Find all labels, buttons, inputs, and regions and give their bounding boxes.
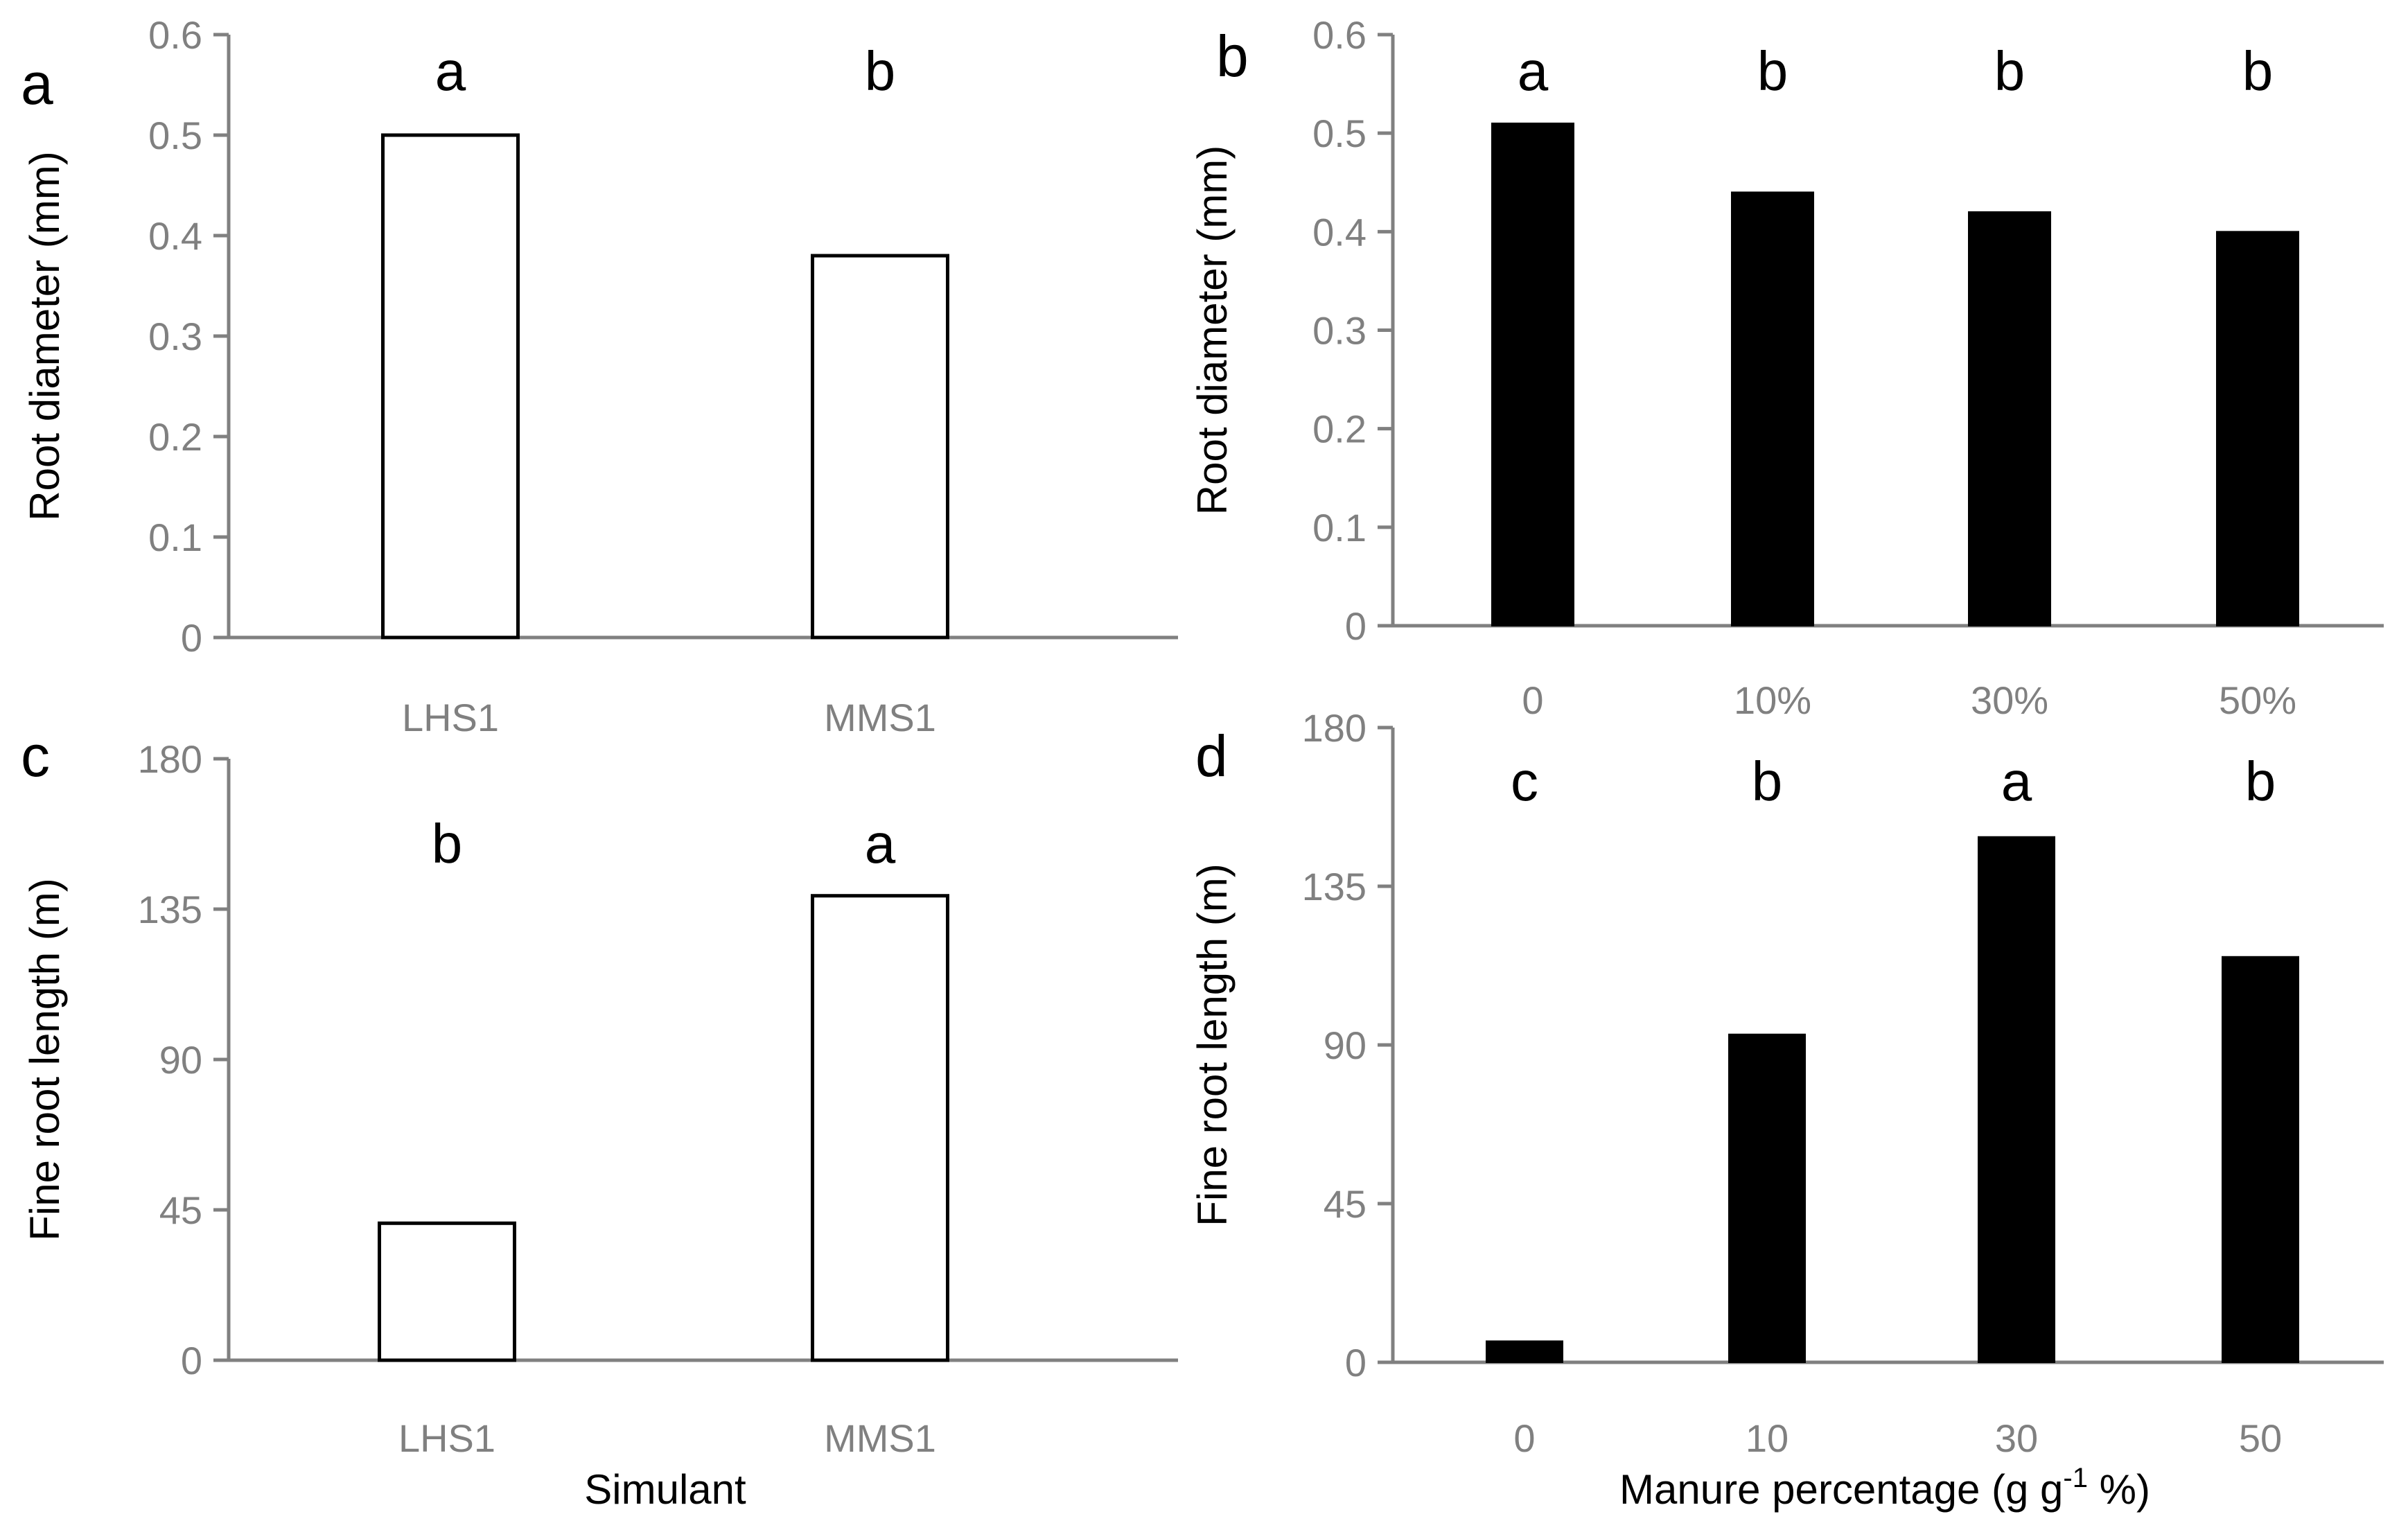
significance-letter: b xyxy=(1994,40,2025,102)
y-tick-label: 0 xyxy=(181,616,202,660)
y-axis-label: Fine root length (m) xyxy=(21,878,68,1241)
x-axis-label: Simulant xyxy=(584,1466,746,1513)
y-tick-label: 0.3 xyxy=(1312,309,1366,353)
significance-letter: b xyxy=(1752,750,1783,812)
y-tick-label: 0 xyxy=(1345,1341,1366,1384)
y-tick-label: 0.2 xyxy=(148,415,202,459)
y-tick-label: 180 xyxy=(138,737,202,781)
significance-letter: b xyxy=(432,813,463,874)
x-axis-label: Manure percentage (g g-1 %) xyxy=(1619,1463,2150,1513)
significance-letter: a xyxy=(1518,40,1549,102)
significance-letter: b xyxy=(2245,750,2276,812)
category-label: 0 xyxy=(1513,1416,1535,1460)
bar xyxy=(1728,1033,1806,1363)
significance-letter: b xyxy=(865,40,896,102)
bar xyxy=(2216,231,2299,627)
y-tick-label: 180 xyxy=(1302,706,1366,750)
y-axis-label: Fine root length (m) xyxy=(1189,863,1236,1226)
bar xyxy=(2222,956,2299,1364)
bar xyxy=(381,133,520,640)
category-label: MMS1 xyxy=(824,1416,936,1460)
panel-letter: a xyxy=(21,51,53,116)
y-tick-label: 0.3 xyxy=(148,315,202,358)
category-label: LHS1 xyxy=(398,1416,495,1460)
significance-letter: a xyxy=(435,40,466,102)
significance-letter: c xyxy=(1511,750,1538,812)
bar xyxy=(1731,191,1814,626)
category-label: MMS1 xyxy=(824,696,936,739)
significance-letter: a xyxy=(865,813,896,874)
y-tick-label: 0.5 xyxy=(148,114,202,157)
y-tick-label: 135 xyxy=(1302,865,1366,908)
panel-c: c 0 45 90 135 180 Fine root length (m) LHS1 b MMS… xyxy=(21,723,1178,1513)
y-tick-label: 0.6 xyxy=(1312,13,1366,57)
category-label: 30 xyxy=(1995,1416,2038,1460)
panel-letter: c xyxy=(21,723,50,789)
panel-b: b 0 0.1 0.2 0.3 0.4 0.5 0.6 Root diameter (mm) 0 a… xyxy=(1189,13,2384,722)
y-axis-label: Root diameter (mm) xyxy=(1189,146,1236,515)
bar xyxy=(1968,211,2051,626)
category-label: 50% xyxy=(2219,678,2296,722)
y-tick-label: 0.1 xyxy=(148,516,202,559)
category-label: 10 xyxy=(1746,1416,1789,1460)
bar xyxy=(378,1221,516,1362)
y-tick-label: 45 xyxy=(159,1188,202,1232)
significance-letter: b xyxy=(1757,40,1789,102)
category-label: 30% xyxy=(1971,678,2048,722)
y-tick-label: 0.6 xyxy=(148,13,202,57)
y-tick-label: 0.4 xyxy=(1312,210,1366,254)
y-tick-label: 0 xyxy=(181,1339,202,1382)
y-tick-label: 90 xyxy=(1324,1023,1366,1067)
bar xyxy=(811,894,949,1362)
significance-letter: b xyxy=(2242,40,2274,102)
category-label: 0 xyxy=(1522,678,1543,722)
y-tick-label: 90 xyxy=(159,1038,202,1082)
panel-letter: b xyxy=(1216,24,1249,89)
y-tick-label: 0 xyxy=(1345,604,1366,648)
panel-d: d 0 45 90 135 180 Fine root length (m) 0 c 10 b 30 a… xyxy=(1189,706,2384,1513)
y-tick-label: 0.2 xyxy=(1312,407,1366,451)
y-tick-label: 0.5 xyxy=(1312,112,1366,155)
y-tick-label: 0.1 xyxy=(1312,506,1366,549)
bar xyxy=(811,254,949,640)
panel-a: a 0 0.1 0.2 0.3 0.4 0.5 0.6 Root diameter (mm) LH… xyxy=(21,13,1178,739)
bar xyxy=(1491,122,1574,626)
category-label: LHS1 xyxy=(402,696,499,739)
bar xyxy=(1486,1340,1563,1364)
panel-letter: d xyxy=(1195,723,1228,789)
significance-letter: a xyxy=(2001,750,2032,812)
category-label: 50 xyxy=(2239,1416,2282,1460)
y-tick-label: 0.4 xyxy=(148,214,202,258)
y-axis-label: Root diameter (mm) xyxy=(21,151,68,520)
y-tick-label: 45 xyxy=(1324,1182,1366,1226)
category-label: 10% xyxy=(1734,678,1811,722)
bar xyxy=(1978,836,2055,1364)
y-tick-label: 135 xyxy=(138,888,202,931)
